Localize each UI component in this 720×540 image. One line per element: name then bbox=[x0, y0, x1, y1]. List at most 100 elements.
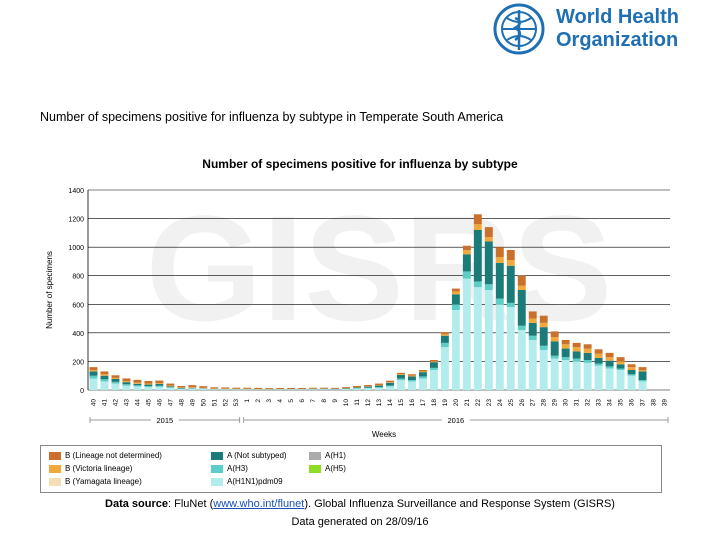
bar-segment bbox=[638, 370, 647, 372]
bar-segment bbox=[561, 344, 570, 349]
x-tick-label: 39 bbox=[662, 399, 669, 407]
legend-item: A(H3) bbox=[211, 463, 248, 475]
bar-segment bbox=[407, 374, 416, 376]
bar-segment bbox=[616, 368, 625, 370]
bar-segment bbox=[638, 381, 647, 390]
bar-segment bbox=[122, 378, 131, 381]
x-tick-label: 29 bbox=[552, 399, 559, 407]
legend-label: A(H1) bbox=[325, 451, 346, 460]
who-emblem-icon bbox=[493, 3, 545, 55]
bar-segment bbox=[572, 351, 581, 359]
flunet-link[interactable]: www.who.int/flunet bbox=[213, 498, 305, 510]
bar-segment bbox=[210, 389, 219, 390]
bar-segment bbox=[353, 388, 361, 390]
legend-item: A(H5) bbox=[309, 463, 346, 475]
legend-label: A (Not subtyped) bbox=[227, 451, 287, 460]
x-tick-label: 1 bbox=[244, 399, 251, 403]
bar-segment bbox=[539, 315, 548, 323]
bar-segment bbox=[616, 364, 625, 369]
x-tick-label: 46 bbox=[156, 399, 163, 407]
logo-line-1: World Health bbox=[556, 6, 679, 28]
bar-segment bbox=[583, 348, 592, 353]
bar-segment bbox=[451, 288, 460, 292]
bar-segment bbox=[100, 374, 109, 376]
bar-segment bbox=[166, 386, 175, 388]
bar-segment bbox=[561, 360, 570, 390]
bar-segment bbox=[199, 388, 208, 390]
bar-segment bbox=[298, 389, 307, 390]
bar-segment bbox=[495, 262, 504, 299]
bar-segment bbox=[627, 367, 636, 370]
bar-segment bbox=[506, 260, 515, 266]
bar-segment bbox=[276, 388, 285, 389]
x-tick-label: 45 bbox=[145, 399, 152, 407]
bar-segment bbox=[528, 318, 537, 323]
bar-segment bbox=[418, 376, 427, 379]
bar-segment bbox=[407, 381, 416, 390]
bar-segment bbox=[539, 350, 548, 390]
bar-segment bbox=[166, 387, 175, 388]
bar-segment bbox=[309, 387, 318, 389]
bar-segment bbox=[210, 387, 219, 389]
x-tick-label: 44 bbox=[134, 399, 141, 407]
bar-segment bbox=[418, 371, 427, 373]
bar-segment bbox=[144, 383, 153, 385]
bar-segment bbox=[353, 387, 361, 389]
year-label: 2016 bbox=[448, 416, 465, 425]
bar-segment bbox=[243, 389, 252, 390]
chart-legend: B (Lineage not determined) A (Not subtype… bbox=[40, 445, 662, 493]
legend-swatch bbox=[309, 451, 321, 460]
bar-segment bbox=[638, 371, 647, 380]
x-tick-label: 27 bbox=[530, 399, 537, 407]
bar-segment bbox=[353, 386, 361, 388]
bar-segment bbox=[572, 347, 581, 352]
bar-segment bbox=[100, 371, 109, 375]
bar-segment bbox=[199, 386, 208, 388]
data-source-text-before: : FluNet ( bbox=[168, 498, 214, 510]
bar-segment bbox=[550, 331, 559, 338]
bar-segment bbox=[583, 360, 592, 363]
bar-segment bbox=[287, 389, 296, 390]
x-tick-label: 40 bbox=[90, 399, 97, 407]
x-tick-label: 7 bbox=[310, 399, 317, 403]
legend-label: A(H1N1)pdm09 bbox=[227, 477, 283, 486]
bar-segment bbox=[440, 347, 449, 390]
bar-segment bbox=[111, 379, 120, 382]
bar-segment bbox=[144, 384, 153, 386]
bar-segment bbox=[484, 284, 493, 290]
bar-segment bbox=[561, 348, 570, 358]
bar-segment bbox=[364, 385, 372, 387]
x-tick-label: 52 bbox=[222, 399, 229, 407]
x-tick-label: 26 bbox=[519, 399, 526, 407]
bar-segment bbox=[397, 378, 405, 380]
x-tick-label: 9 bbox=[332, 399, 339, 403]
bar-segment bbox=[594, 349, 603, 354]
bar-segment bbox=[89, 370, 98, 372]
y-tick-label: 0 bbox=[80, 388, 84, 395]
y-tick-label: 600 bbox=[72, 302, 84, 309]
bar-segment bbox=[627, 375, 636, 390]
bar-segment bbox=[462, 250, 471, 255]
bar-segment bbox=[506, 265, 515, 303]
bar-segment bbox=[528, 311, 537, 319]
bar-segment bbox=[133, 385, 142, 387]
bar-segment bbox=[605, 352, 614, 358]
bar-segment bbox=[517, 325, 526, 330]
bar-segment bbox=[528, 322, 537, 336]
legend-swatch bbox=[49, 464, 61, 473]
x-tick-label: 20 bbox=[453, 399, 460, 407]
bar-segment bbox=[517, 330, 526, 390]
x-tick-label: 15 bbox=[398, 399, 405, 407]
y-tick-label: 200 bbox=[72, 359, 84, 366]
bar-segment bbox=[462, 271, 471, 279]
bar-segment bbox=[638, 367, 647, 370]
bar-segment bbox=[386, 386, 394, 390]
bar-segment bbox=[221, 387, 230, 389]
bar-segment bbox=[221, 389, 230, 390]
bar-segment bbox=[331, 389, 340, 390]
bar-segment bbox=[473, 281, 482, 288]
bar-segment bbox=[364, 386, 372, 388]
bar-segment bbox=[320, 389, 329, 390]
bar-segment bbox=[495, 304, 504, 390]
bar-segment bbox=[594, 353, 603, 358]
